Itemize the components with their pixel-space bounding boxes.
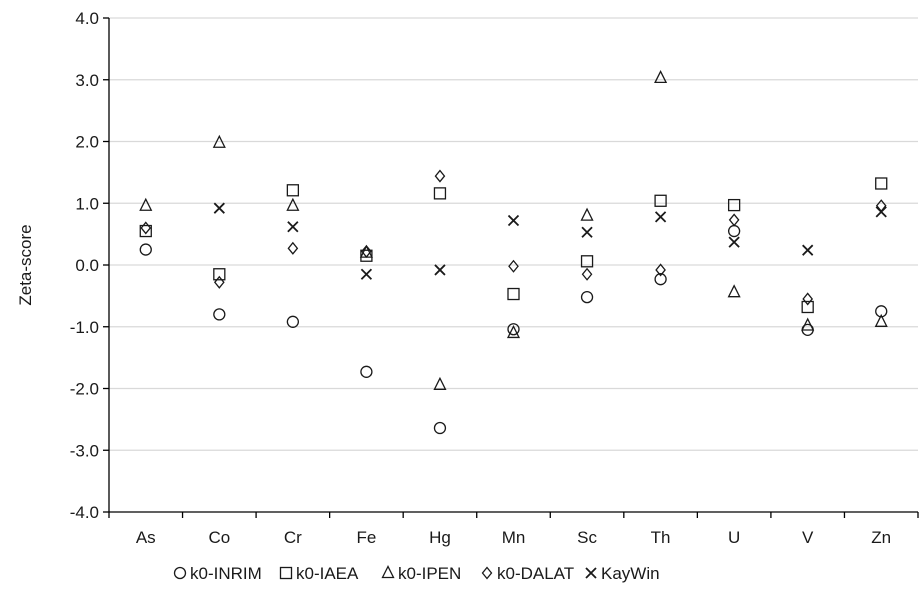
x-tick-label: Hg bbox=[429, 528, 451, 547]
x-tick-label: V bbox=[802, 528, 814, 547]
data-point-square-Cr bbox=[286, 184, 300, 197]
legend-marker-circle bbox=[173, 566, 187, 580]
data-point-diamond-Fe bbox=[361, 244, 372, 258]
x-tick-labels: As Co Cr Fe Hg Mn Sc Th U V Zn bbox=[136, 528, 891, 547]
y-tick-label: -4.0 bbox=[70, 503, 99, 522]
data-point-square-V bbox=[801, 300, 814, 314]
data-point-diamond-Th bbox=[655, 263, 666, 277]
data-point-square-Hg bbox=[433, 187, 447, 200]
legend-marker-x bbox=[585, 567, 597, 579]
legend-label: k0-IAEA bbox=[296, 564, 359, 583]
data-point-triangle-Sc bbox=[580, 207, 594, 221]
data-point-circle-Mn bbox=[507, 323, 520, 336]
x-tick-label: Zn bbox=[871, 528, 891, 547]
data-point-x-Co bbox=[213, 202, 225, 214]
data-point-x-Mn bbox=[507, 214, 520, 227]
legend-label: k0-DALAT bbox=[497, 564, 574, 583]
y-tick-label: 3.0 bbox=[75, 71, 99, 90]
y-tick-label: 2.0 bbox=[75, 133, 99, 152]
data-point-diamond-Sc bbox=[581, 267, 593, 281]
data-point-triangle-Co bbox=[212, 134, 226, 148]
y-tick-label: 4.0 bbox=[75, 9, 99, 28]
data-point-x-Cr bbox=[287, 221, 299, 233]
data-point-circle-Zn bbox=[875, 305, 888, 318]
axes bbox=[103, 17, 919, 518]
data-point-square-Zn bbox=[875, 177, 888, 190]
data-point-x-Sc bbox=[581, 226, 593, 238]
data-point-x-Hg bbox=[434, 264, 446, 276]
y-tick-label: 0.0 bbox=[75, 256, 99, 275]
data-point-diamond-As bbox=[140, 221, 152, 235]
y-tick-label: 1.0 bbox=[75, 194, 99, 213]
data-point-triangle-Cr bbox=[286, 197, 300, 211]
data-point-circle-Cr bbox=[286, 315, 300, 328]
data-point-x-Th bbox=[654, 211, 667, 223]
legend: k0-INRIM k0-IAEA k0-IPEN k0-DALAT KayWin bbox=[173, 564, 660, 583]
data-point-circle-U bbox=[727, 224, 741, 238]
data-point-triangle-Mn bbox=[506, 324, 521, 339]
x-tick-label: As bbox=[136, 528, 156, 547]
data-point-triangle-V bbox=[801, 317, 815, 331]
data-point-triangle-U bbox=[727, 284, 741, 298]
data-point-diamond-Hg bbox=[434, 169, 446, 183]
data-point-diamond-Co bbox=[213, 275, 225, 289]
data-point-diamond-U bbox=[728, 213, 740, 227]
data-point-triangle-Hg bbox=[433, 376, 447, 390]
x-tick-label: Cr bbox=[284, 528, 302, 547]
data-point-circle-Hg bbox=[433, 421, 447, 435]
data-point-square-As bbox=[139, 224, 152, 238]
data-markers bbox=[139, 69, 888, 435]
data-point-circle-Fe bbox=[360, 365, 373, 378]
legend-marker-square bbox=[279, 566, 293, 580]
y-tick-label: -1.0 bbox=[70, 318, 99, 337]
data-point-diamond-Cr bbox=[287, 241, 299, 255]
data-point-triangle-Th bbox=[654, 69, 668, 84]
data-point-circle-Th bbox=[654, 273, 667, 286]
legend-label: KayWin bbox=[601, 564, 660, 583]
x-tick-label: Sc bbox=[577, 528, 597, 547]
data-point-x-U bbox=[728, 236, 740, 248]
data-point-diamond-Mn bbox=[508, 259, 519, 273]
x-tick-label: Mn bbox=[502, 528, 526, 547]
legend-label: k0-INRIM bbox=[190, 564, 262, 583]
data-point-circle-As bbox=[139, 243, 152, 256]
x-tick-label: Fe bbox=[356, 528, 376, 547]
data-point-x-Fe bbox=[360, 268, 373, 280]
data-point-square-Mn bbox=[507, 287, 520, 301]
y-axis-title: Zeta-score bbox=[16, 224, 35, 305]
legend-marker-diamond bbox=[481, 566, 493, 580]
data-point-square-U bbox=[727, 198, 741, 212]
data-point-x-V bbox=[802, 244, 814, 256]
data-point-triangle-As bbox=[139, 197, 153, 211]
gridlines bbox=[109, 17, 918, 451]
data-point-square-Sc bbox=[580, 255, 594, 268]
data-point-x-Zn bbox=[875, 206, 887, 218]
x-tick-label: U bbox=[728, 528, 740, 547]
x-tick-label: Th bbox=[651, 528, 671, 547]
x-tick-label: Co bbox=[208, 528, 230, 547]
y-tick-labels: 4.0 3.0 2.0 1.0 0.0 -1.0 -2.0 -3.0 -4.0 bbox=[70, 9, 99, 522]
y-tick-label: -3.0 bbox=[70, 441, 99, 460]
data-point-circle-Sc bbox=[580, 290, 594, 304]
data-point-square-Co bbox=[213, 268, 226, 281]
data-point-circle-Co bbox=[213, 308, 226, 321]
legend-label: k0-IPEN bbox=[398, 564, 461, 583]
y-tick-label: -2.0 bbox=[70, 380, 99, 399]
data-point-square-Th bbox=[654, 194, 667, 207]
legend-marker-triangle bbox=[381, 565, 395, 579]
data-point-triangle-Zn bbox=[874, 313, 888, 327]
data-point-diamond-V bbox=[802, 292, 814, 306]
